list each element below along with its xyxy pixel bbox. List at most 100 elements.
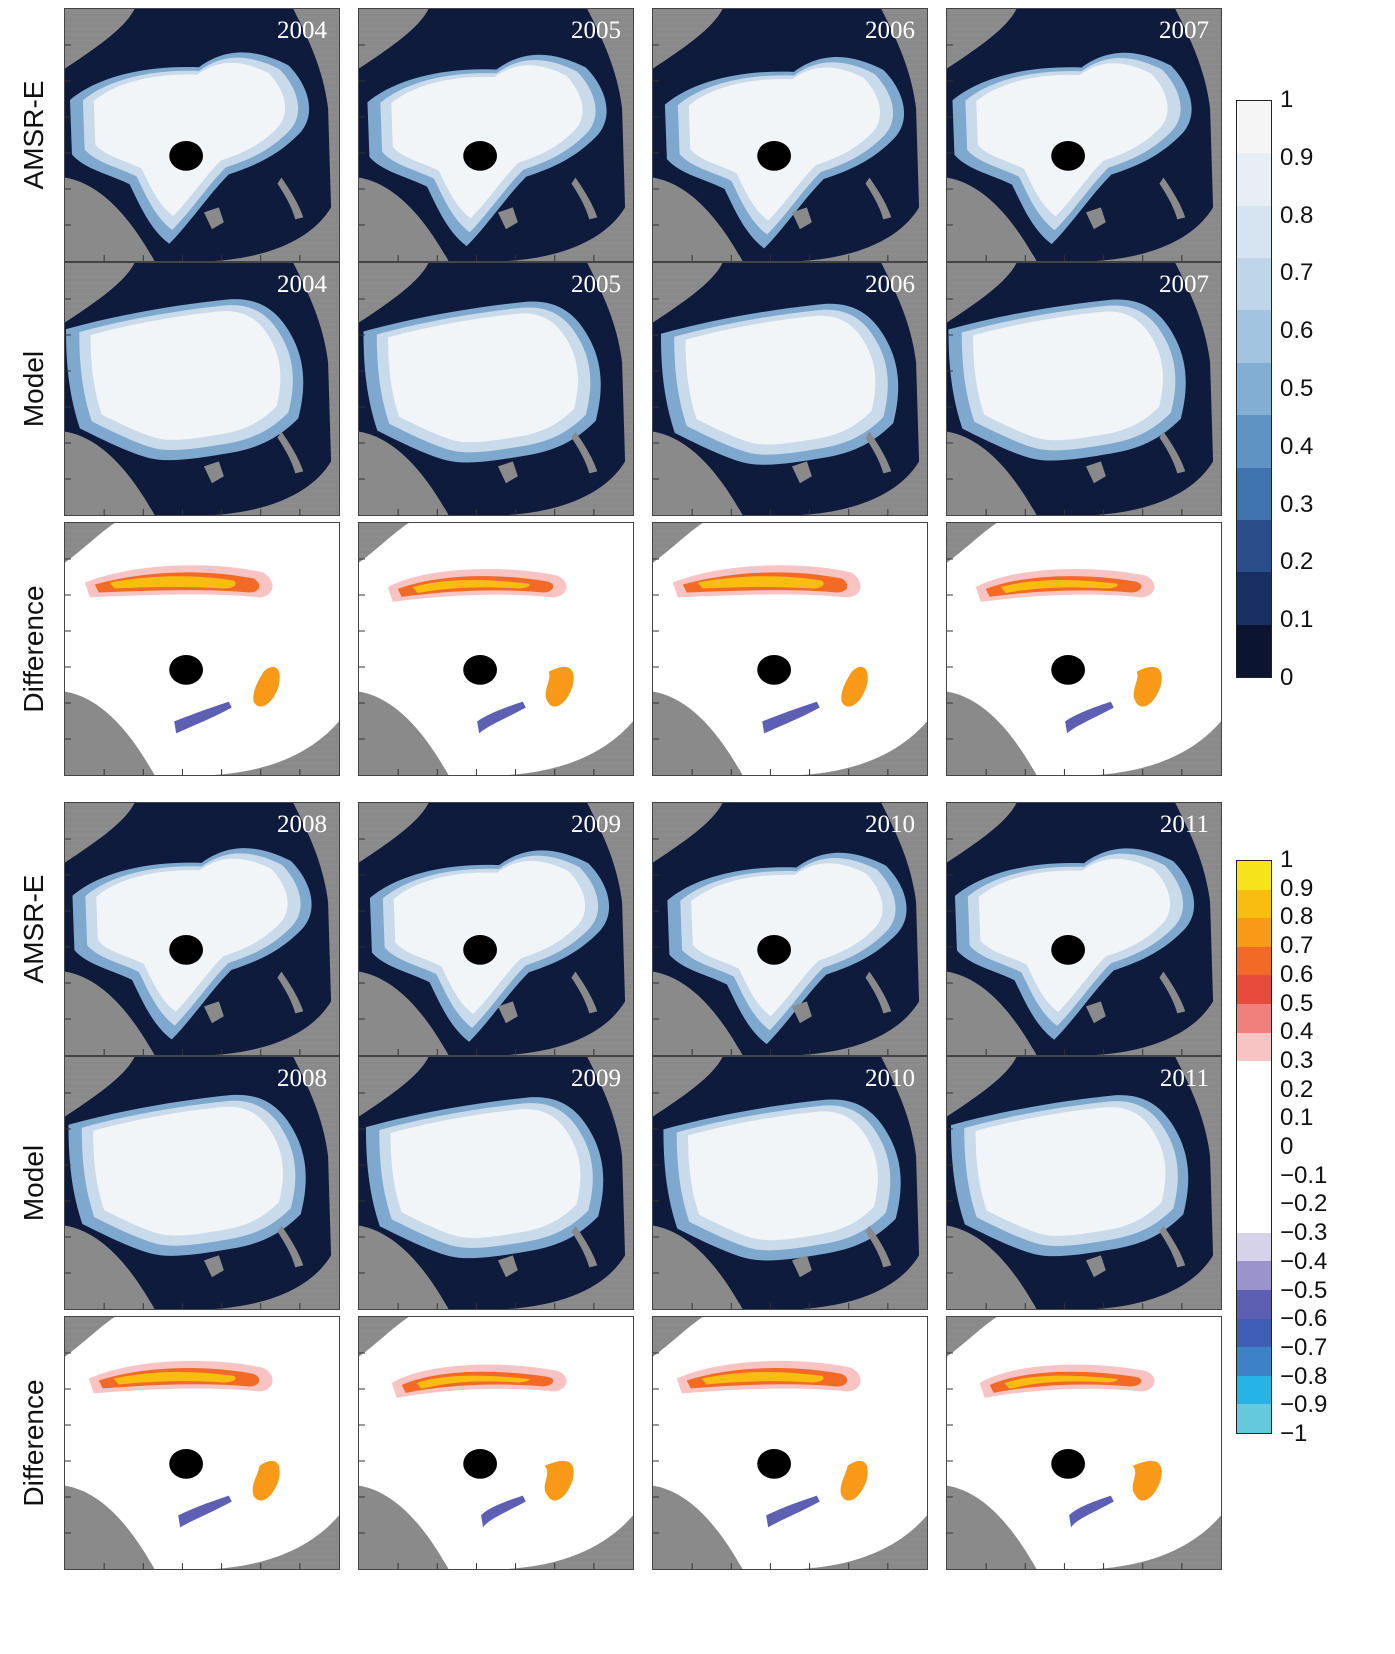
pole-hole	[1051, 654, 1085, 685]
colorbar-cell	[1237, 946, 1271, 976]
colorbar-tick-label: 0.1	[1280, 1104, 1314, 1132]
ice-core	[976, 63, 1168, 217]
year-label: 2009	[571, 1325, 621, 1352]
land-mass	[653, 691, 743, 775]
colorbar-cell	[1237, 258, 1271, 311]
map-canvas	[653, 263, 927, 515]
colorbar-tick-label: 0.1	[1280, 606, 1314, 634]
pole-hole	[463, 934, 497, 965]
pole-hole	[463, 140, 497, 171]
colorbar-cell	[1237, 1204, 1271, 1235]
negative-anomaly	[477, 701, 526, 734]
land-island	[865, 1225, 892, 1268]
pole-hole	[757, 140, 791, 171]
land-island	[571, 1225, 598, 1268]
ice-extent	[65, 299, 304, 461]
pole-hole	[757, 654, 791, 685]
year-label: 2005	[571, 531, 621, 558]
land-island	[203, 207, 224, 230]
land-island	[571, 431, 598, 474]
map-canvas	[947, 523, 1221, 775]
year-label: 2006	[865, 531, 915, 558]
colorbar-tick-label: 0.7	[1280, 932, 1314, 960]
map-canvas	[947, 1317, 1221, 1569]
ice-extent	[660, 303, 899, 465]
land-island	[571, 971, 598, 1014]
colorbar-cell	[1237, 1061, 1271, 1092]
negative-anomaly	[1065, 701, 1114, 734]
colorbar-tick-label: 0.5	[1280, 989, 1314, 1017]
colorbar-tick-label: 0.7	[1280, 259, 1314, 287]
year-label: 2004	[277, 271, 327, 298]
year-label: 2009	[571, 811, 621, 838]
land-island	[277, 177, 304, 220]
ice-extent	[663, 1099, 901, 1261]
map-panel: 2010	[652, 1056, 928, 1310]
map-canvas	[653, 1317, 927, 1569]
map-panel: 2008	[64, 1056, 340, 1310]
concentration-colorbar	[1236, 100, 1272, 678]
year-label: 2007	[1159, 271, 1209, 298]
ice-extent	[950, 1095, 1189, 1257]
colorbar-cell	[1237, 1232, 1271, 1262]
colorbar-tick-label: −0.1	[1280, 1161, 1328, 1189]
colorbar-cell	[1237, 1261, 1271, 1291]
colorbar-cell	[1237, 101, 1271, 155]
land-island	[791, 1001, 812, 1024]
land-mass	[65, 431, 155, 515]
negative-anomaly	[762, 701, 820, 734]
colorbar-tick-label: −0.9	[1280, 1391, 1328, 1419]
row-label: Model	[18, 350, 49, 428]
positive-anomaly-core	[412, 580, 530, 593]
map-panel: 2004	[64, 522, 340, 776]
pole-hole	[1051, 934, 1085, 965]
map-panel: 2007	[946, 522, 1222, 776]
map-canvas	[359, 803, 633, 1055]
map-panel: 2006	[652, 8, 928, 262]
ice-extent	[68, 1094, 306, 1256]
colorbar-tick-label: 0.8	[1280, 903, 1314, 931]
map-panel: 2005	[358, 522, 634, 776]
land-mass	[65, 1485, 155, 1569]
map-panel: 2009	[358, 1316, 634, 1570]
map-canvas	[947, 1057, 1221, 1309]
positive-anomaly-core	[1004, 1375, 1118, 1389]
year-label: 2008	[277, 1065, 327, 1092]
colorbar-tick-label: 0.2	[1280, 1075, 1314, 1103]
pole-hole	[463, 1448, 497, 1479]
colorbar-tick-label: −0.7	[1280, 1333, 1328, 1361]
ice-core	[90, 311, 281, 440]
land-island	[1159, 431, 1186, 474]
map-canvas	[359, 1057, 633, 1309]
map-canvas	[947, 263, 1221, 515]
ice-extent	[363, 301, 601, 463]
colorbar-cell	[1237, 205, 1271, 259]
year-label: 2010	[865, 1065, 915, 1092]
land-mass	[653, 971, 743, 1055]
colorbar-cell	[1237, 1147, 1271, 1178]
difference-colorbar	[1236, 860, 1272, 1434]
land-island	[1159, 1225, 1186, 1268]
land-mass	[947, 1225, 1037, 1309]
colorbar-cell	[1237, 1290, 1271, 1320]
colorbar-cell	[1237, 1089, 1271, 1120]
year-label: 2005	[571, 17, 621, 44]
colorbar-tick-label: 0	[1280, 1133, 1294, 1160]
colorbar-cell	[1237, 861, 1271, 891]
land-island	[1085, 1255, 1106, 1278]
map-canvas	[65, 9, 339, 261]
map-canvas	[65, 1317, 339, 1569]
map-canvas	[653, 803, 927, 1055]
negative-anomaly	[178, 1495, 232, 1528]
colorbar-cell	[1237, 467, 1271, 521]
row-label: Model	[18, 1144, 49, 1222]
colorbar-tick-label: −0.4	[1280, 1247, 1328, 1275]
colorbar-cell	[1237, 310, 1271, 364]
colorbar-tick-label: 0.4	[1280, 1018, 1314, 1046]
land-mass	[359, 431, 449, 515]
colorbar-tick-label: 1	[1280, 86, 1294, 113]
ice-core	[688, 1111, 878, 1241]
pole-hole	[169, 654, 203, 685]
map-canvas	[359, 263, 633, 515]
land-mass	[947, 431, 1037, 515]
